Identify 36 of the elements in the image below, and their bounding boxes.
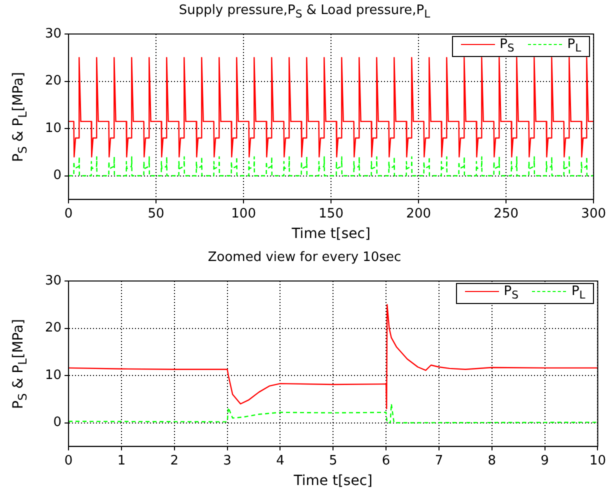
x-tick-label: 4 xyxy=(276,454,284,469)
chart-title: Supply pressure,P$_{S}$ & Load pressure,P$_{L}$ xyxy=(178,3,432,21)
x-tick-label: 3 xyxy=(223,454,232,469)
x-tick-label: 0 xyxy=(64,454,73,469)
x-tick-label: 100 xyxy=(231,206,256,222)
x-tick-label: 150 xyxy=(318,206,344,222)
x-tick-label: 7 xyxy=(434,454,444,469)
legend-label: P$_{L}$ xyxy=(567,37,582,55)
x-tick-label: 9 xyxy=(540,454,549,469)
x-tick-label: 5 xyxy=(328,454,338,469)
y-tick-label: 20 xyxy=(44,74,62,89)
line-series xyxy=(68,403,598,424)
y-tick-label: 10 xyxy=(44,120,62,136)
x-tick-label: 50 xyxy=(148,206,164,222)
x-axis-title: Time t[sec] xyxy=(290,226,372,242)
x-tick-label: 0 xyxy=(64,206,73,222)
y-tick-label: 0 xyxy=(53,168,62,184)
x-tick-label: 6 xyxy=(382,454,390,469)
x-axis-title: Time t[sec] xyxy=(292,473,374,489)
y-tick-label: 10 xyxy=(44,368,62,383)
legend-label: P$_{S}$ xyxy=(500,37,514,55)
y-tick-label: 30 xyxy=(44,273,62,288)
y-tick-label: 0 xyxy=(53,415,62,430)
x-tick-label: 10 xyxy=(589,454,606,469)
x-tick-label: 200 xyxy=(406,206,431,222)
chart-title: Zoomed view for every 10sec xyxy=(206,250,402,265)
x-tick-label: 300 xyxy=(581,206,606,222)
legend-label: P$_{L}$ xyxy=(571,284,586,302)
x-tick-label: 2 xyxy=(170,454,179,469)
line-series xyxy=(68,156,594,176)
x-tick-label: 8 xyxy=(488,454,496,469)
x-tick-label: 250 xyxy=(494,206,518,222)
x-tick-label: 1 xyxy=(117,454,126,469)
y-tick-label: 30 xyxy=(44,26,62,42)
y-tick-label: 20 xyxy=(44,320,62,336)
legend-label: P$_{S}$ xyxy=(504,284,518,302)
